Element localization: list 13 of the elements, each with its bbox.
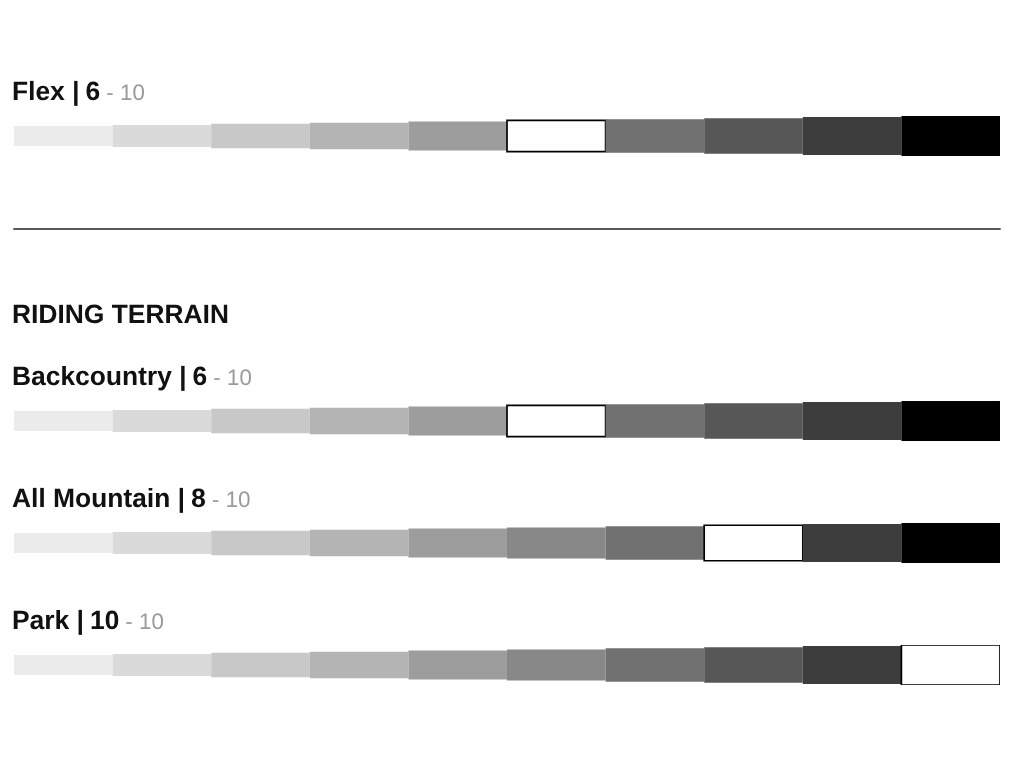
text: - 10 xyxy=(212,491,250,508)
data-label: 6 xyxy=(193,366,207,386)
data-label: 6 xyxy=(86,81,100,101)
text: - 10 xyxy=(214,369,252,386)
data-label: 10 xyxy=(91,610,119,630)
text: - 10 xyxy=(107,84,145,101)
text: Park | xyxy=(13,609,82,635)
data-label: 8 xyxy=(191,488,205,508)
text: - 10 xyxy=(126,613,164,630)
text: All Mountain | xyxy=(12,487,184,513)
text: RIDING TERRAIN xyxy=(13,304,228,324)
text: Backcountry | xyxy=(13,365,185,391)
text: Flex | xyxy=(13,80,78,106)
